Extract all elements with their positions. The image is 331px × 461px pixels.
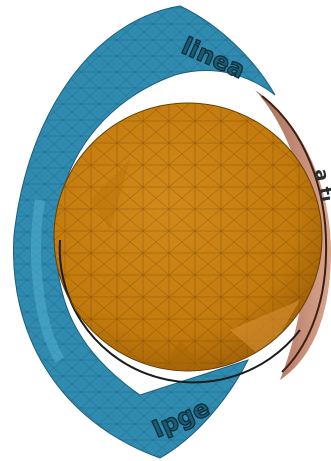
back-surface-text: a ti	[310, 167, 331, 203]
inner-sphere	[53, 102, 323, 384]
back-surface	[255, 90, 331, 380]
